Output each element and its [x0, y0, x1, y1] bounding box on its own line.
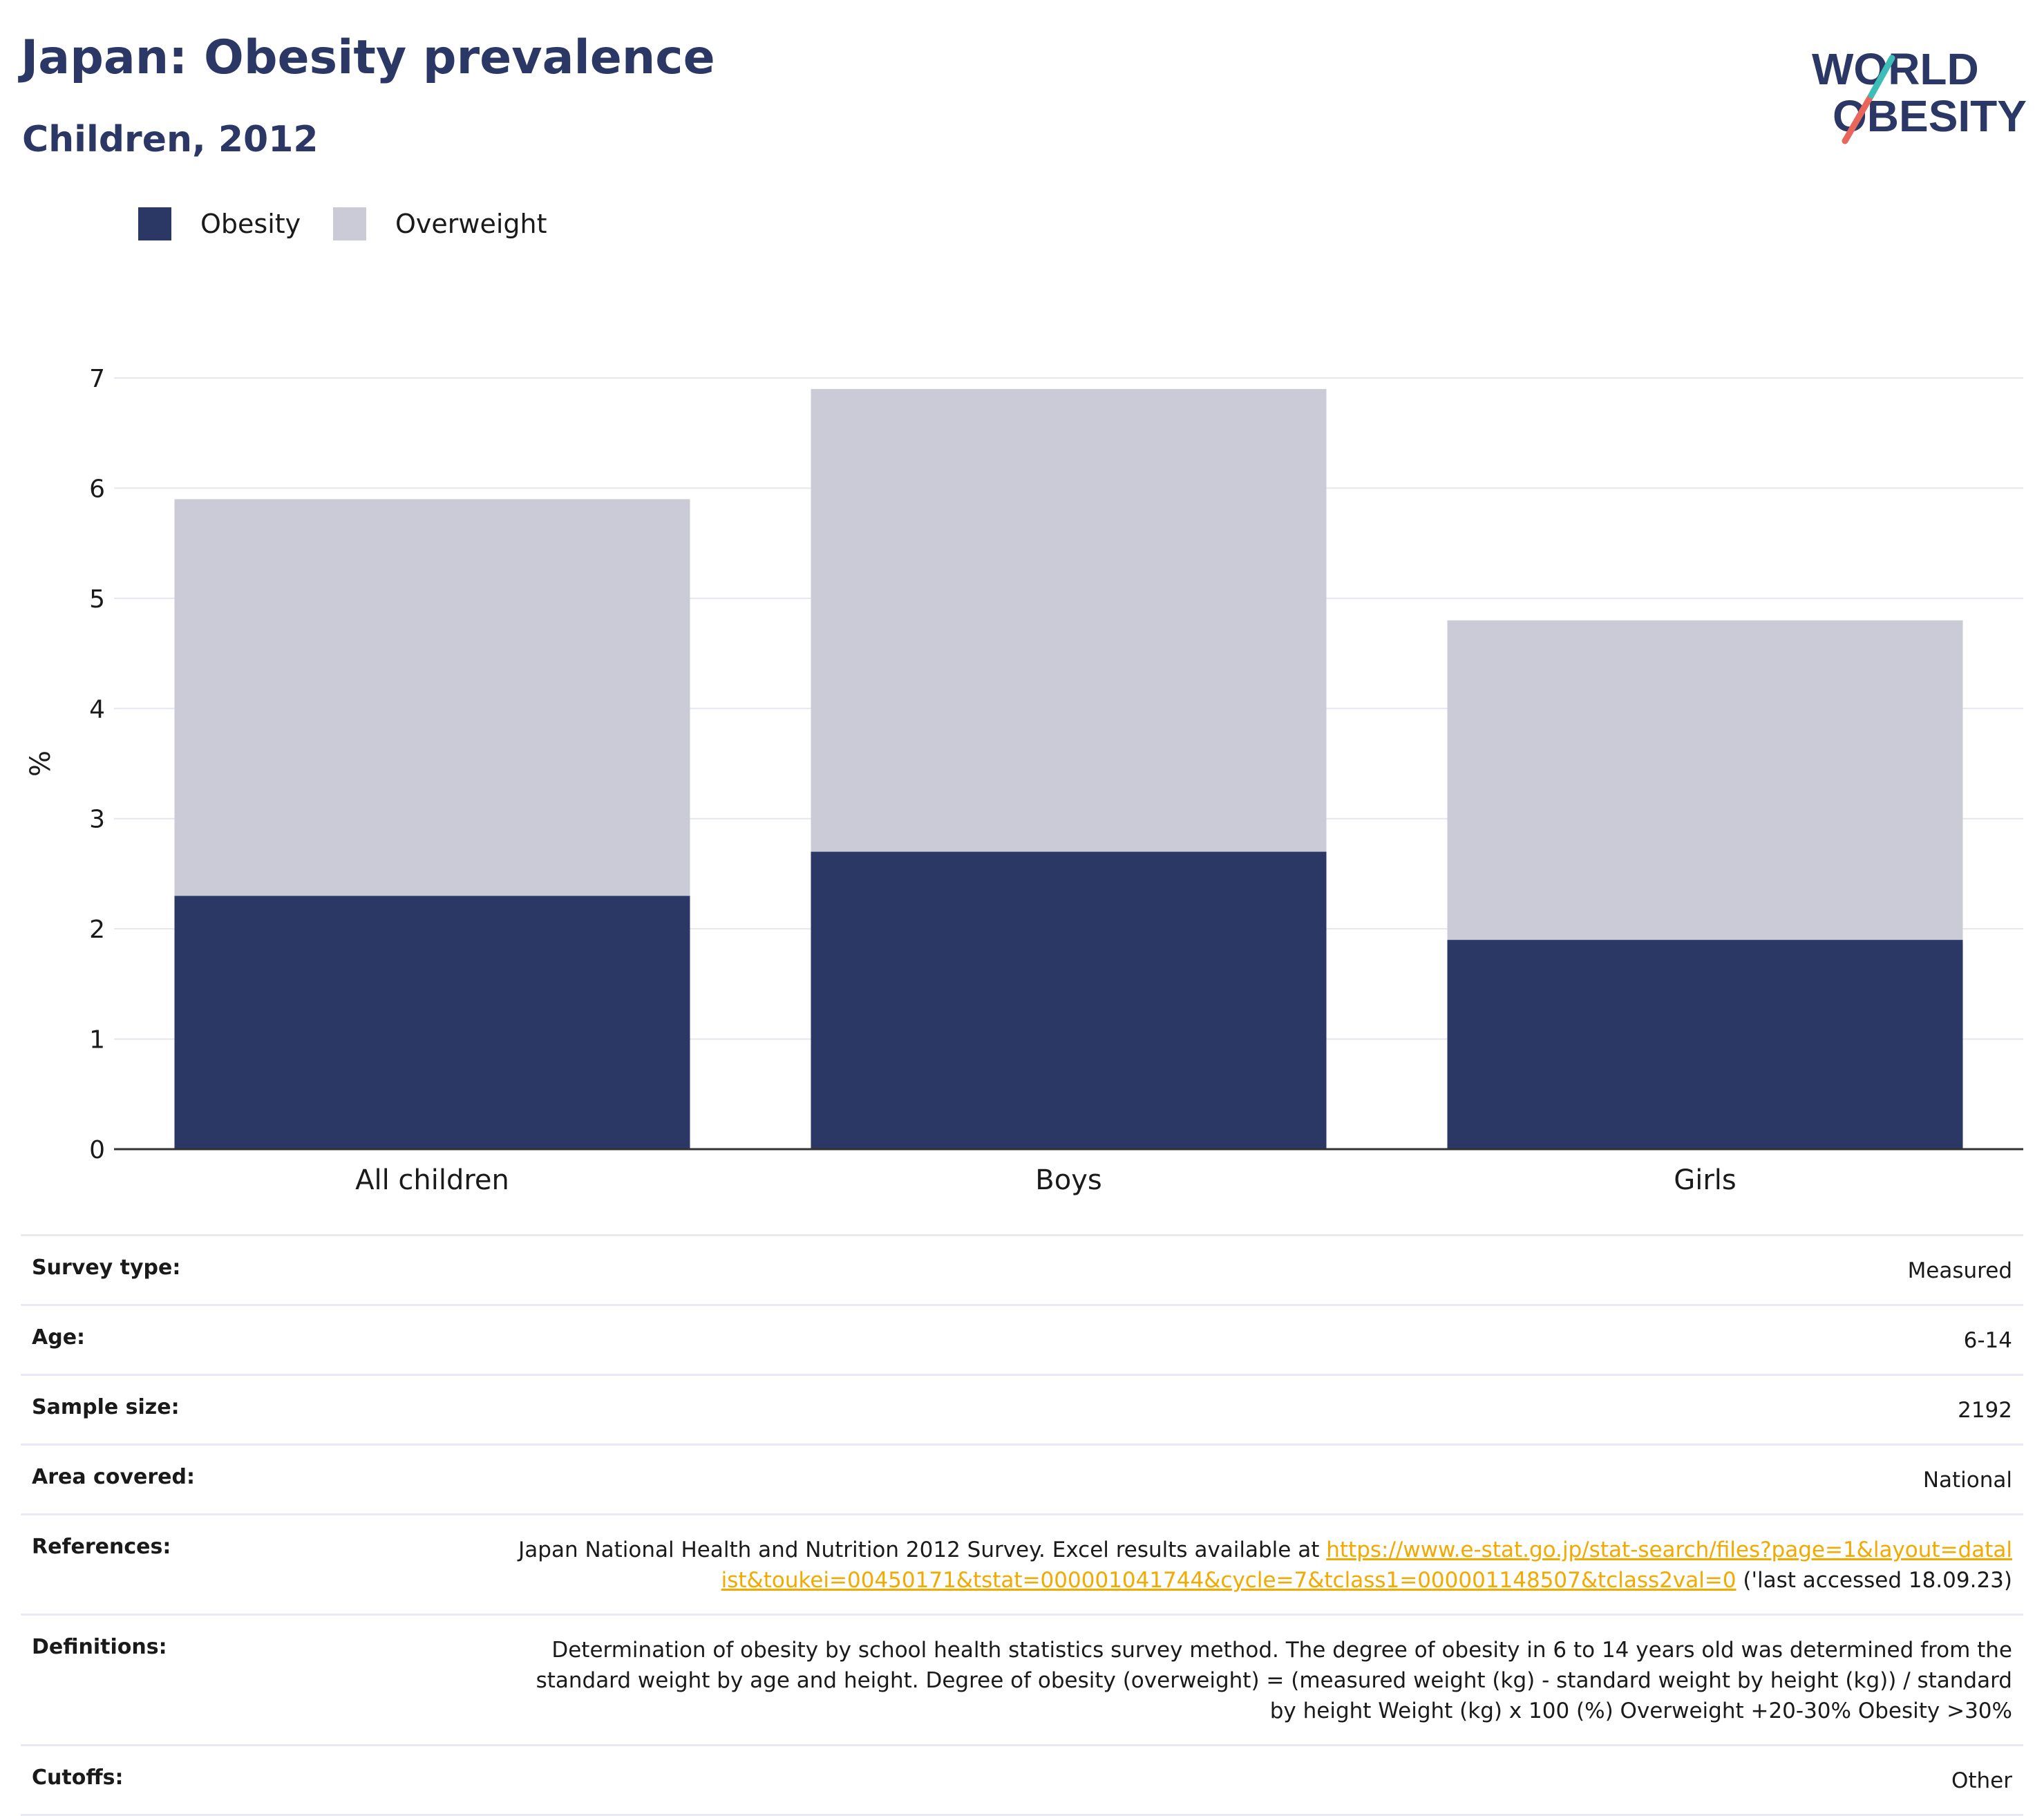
- reference-access-note: ('last accessed 18.09.23): [1736, 1568, 2012, 1593]
- x-category-label: Girls: [1674, 1164, 1737, 1196]
- legend-swatch-obesity: [138, 207, 171, 240]
- y-tick-label: 3: [89, 806, 105, 834]
- bar-overweight: [174, 499, 690, 896]
- info-label: Definitions:: [32, 1635, 167, 1659]
- survey-info-table: Survey type: Measured Age: 6-14 Sample s…: [21, 1234, 2023, 1816]
- info-row-age: Age: 6-14: [21, 1306, 2023, 1376]
- info-label: Area covered:: [32, 1465, 195, 1489]
- info-label: Sample size:: [32, 1395, 180, 1419]
- stacked-bar-chart: 0 1 2 3 4 5 6 7% All children Boys Girls: [25, 365, 2023, 1196]
- info-value: Determination of obesity by school healt…: [536, 1638, 2012, 1723]
- info-value: 6-14: [1963, 1328, 2012, 1353]
- info-row-cutoffs: Cutoffs: Other: [21, 1746, 2023, 1816]
- info-row-definitions: Definitions: Determination of obesity by…: [21, 1616, 2023, 1746]
- info-row-sample-size: Sample size: 2192: [21, 1376, 2023, 1446]
- y-tick-label: 1: [89, 1026, 105, 1054]
- bar-obesity: [174, 896, 690, 1149]
- logo-line2: OBESITY: [1833, 91, 2027, 141]
- logo-line1: WORLD: [1812, 44, 1979, 94]
- info-value: Japan National Health and Nutrition 2012…: [515, 1535, 2012, 1596]
- y-tick-label: 5: [89, 585, 105, 614]
- y-tick-label: 6: [89, 475, 105, 503]
- info-label: Cutoffs:: [32, 1766, 124, 1790]
- bar-overweight: [1447, 620, 1963, 940]
- x-category-label: All children: [355, 1164, 509, 1196]
- info-value: Measured: [1907, 1258, 2012, 1283]
- info-value: 2192: [1958, 1398, 2012, 1423]
- legend-label-overweight: Overweight: [395, 209, 547, 239]
- page-title: Japan: Obesity prevalence: [21, 30, 715, 85]
- info-label: References:: [32, 1535, 171, 1559]
- info-row-area: Area covered: National: [21, 1446, 2023, 1515]
- bar-overweight: [811, 388, 1327, 852]
- y-tick-label: 7: [89, 365, 105, 393]
- bar-obesity: [811, 851, 1327, 1149]
- y-tick-label: 2: [89, 916, 105, 944]
- bar-obesity: [1447, 940, 1963, 1149]
- legend-label-obesity: Obesity: [200, 209, 301, 239]
- reference-text: Japan National Health and Nutrition 2012…: [518, 1538, 1327, 1562]
- y-tick-label: 4: [89, 695, 105, 723]
- world-obesity-logo: WORLD OBESITY: [1812, 44, 2027, 144]
- reference-link[interactable]: https://www.e-stat.go.jp/stat-search/fil…: [721, 1538, 2012, 1593]
- legend-swatch-overweight: [333, 207, 366, 240]
- y-tick-label: 0: [89, 1136, 105, 1164]
- info-value: National: [1922, 1468, 2012, 1493]
- info-value: Other: [1951, 1768, 2012, 1793]
- info-row-survey-type: Survey type: Measured: [21, 1236, 2023, 1306]
- y-axis-title: %: [25, 750, 57, 777]
- logo-slash-teal: [1868, 55, 1895, 99]
- info-row-references: References: Japan National Health and Nu…: [21, 1515, 2023, 1616]
- info-label: Survey type:: [32, 1256, 181, 1280]
- logo-slash-red: [1842, 92, 1875, 144]
- x-category-label: Boys: [1035, 1164, 1101, 1196]
- page-subtitle: Children, 2012: [22, 119, 319, 160]
- info-label: Age:: [32, 1325, 86, 1350]
